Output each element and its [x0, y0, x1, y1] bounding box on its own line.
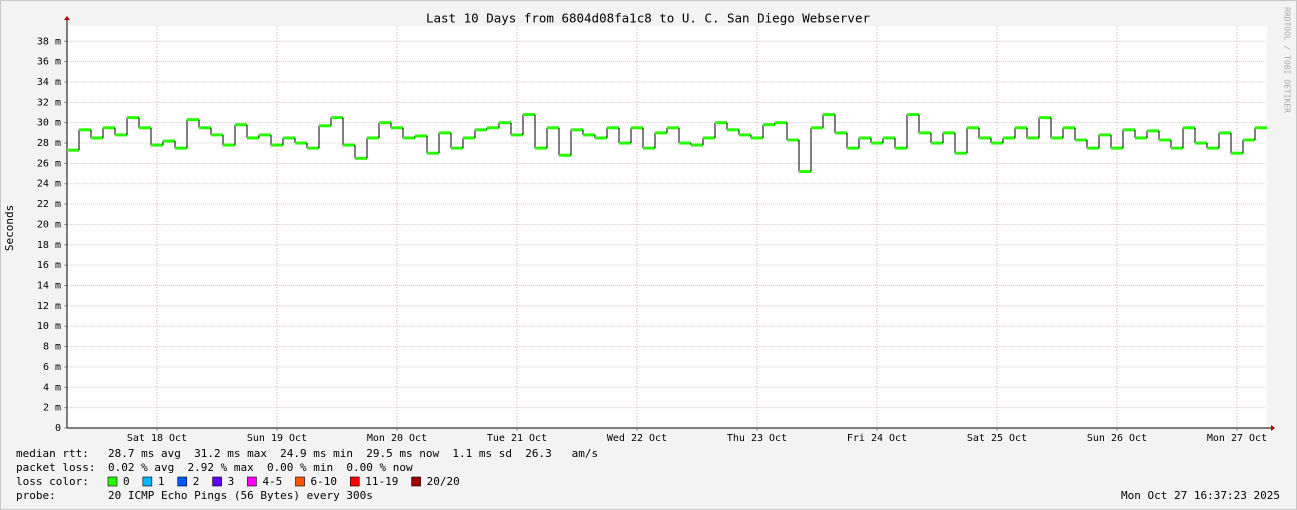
legend-entry: 6-10	[311, 475, 338, 488]
y-tick-label: 10 m	[37, 321, 61, 332]
legend-swatch	[247, 476, 257, 487]
legend-text: 28.7 ms avg 31.2 ms max 24.9 ms min 29.5…	[108, 447, 598, 460]
plot-area	[67, 26, 1267, 428]
chart-title: Last 10 Days from 6804d08fa1c8 to U. C. …	[426, 11, 870, 26]
x-tick-label: Sun 19 Oct	[247, 433, 307, 444]
y-tick-label: 18 m	[37, 240, 61, 251]
y-tick-label: 14 m	[37, 281, 61, 292]
legend-entry: 4-5	[262, 475, 282, 488]
legend-label: probe:	[16, 489, 56, 502]
y-tick-label: 20 m	[37, 219, 61, 230]
x-tick-label: Mon 20 Oct	[367, 433, 427, 444]
x-tick-label: Thu 23 Oct	[727, 433, 787, 444]
x-tick-label: Sat 18 Oct	[127, 433, 187, 444]
legend-label: packet loss:	[16, 461, 95, 474]
y-tick-label: 16 m	[37, 260, 61, 271]
legend-swatch	[212, 476, 222, 487]
legend-entry: 3	[228, 475, 235, 488]
legend-swatch	[177, 476, 188, 487]
y-tick-label: 4 m	[43, 382, 61, 393]
y-tick-label: 32 m	[37, 97, 61, 108]
legend-swatch	[295, 476, 305, 487]
legend-text: 0.02 % avg 2.92 % max 0.00 % min 0.00 % …	[108, 461, 413, 474]
legend-label: median rtt:	[16, 447, 89, 460]
legend-swatch	[142, 476, 153, 487]
legend-entry: 2	[193, 475, 200, 488]
x-tick-label: Wed 22 Oct	[607, 433, 667, 444]
legend-entry: 0	[123, 475, 130, 488]
y-tick-label: 28 m	[37, 138, 61, 149]
x-tick-label: Mon 27 Oct	[1207, 433, 1267, 444]
y-tick-label: 36 m	[37, 57, 61, 68]
y-tick-label: 22 m	[37, 199, 61, 210]
legend-entry: 11-19	[365, 475, 398, 488]
x-tick-label: Tue 21 Oct	[487, 433, 547, 444]
axis-arrow	[64, 16, 70, 20]
legend-entry: 1	[158, 475, 165, 488]
probe-text: 20 ICMP Echo Pings (56 Bytes) every 300s	[108, 489, 373, 502]
axis-arrow	[1271, 425, 1275, 431]
y-tick-label: 38 m	[37, 36, 61, 47]
legend-swatch	[349, 476, 360, 487]
y-tick-label: 26 m	[37, 158, 61, 169]
y-tick-label: 30 m	[37, 118, 61, 129]
y-tick-label: 34 m	[37, 77, 61, 88]
x-tick-label: Fri 24 Oct	[847, 433, 907, 444]
watermark: RRDTOOL / TOBI OETIKER	[1283, 7, 1292, 113]
y-tick-label: 12 m	[37, 301, 61, 312]
legend-label: loss color:	[16, 475, 89, 488]
y-tick-label: 0	[55, 423, 61, 434]
y-tick-label: 24 m	[37, 179, 61, 190]
timestamp: Mon Oct 27 16:37:23 2025	[1121, 489, 1280, 502]
y-tick-label: 8 m	[43, 342, 61, 353]
x-tick-label: Sat 25 Oct	[967, 433, 1027, 444]
x-tick-label: Sun 26 Oct	[1087, 433, 1147, 444]
y-axis-label: Seconds	[3, 205, 16, 251]
legend-swatch	[107, 476, 118, 487]
y-tick-label: 2 m	[43, 403, 61, 414]
legend-entry: 20/20	[427, 475, 460, 488]
legend-swatch	[411, 476, 421, 487]
y-tick-label: 6 m	[43, 362, 61, 373]
